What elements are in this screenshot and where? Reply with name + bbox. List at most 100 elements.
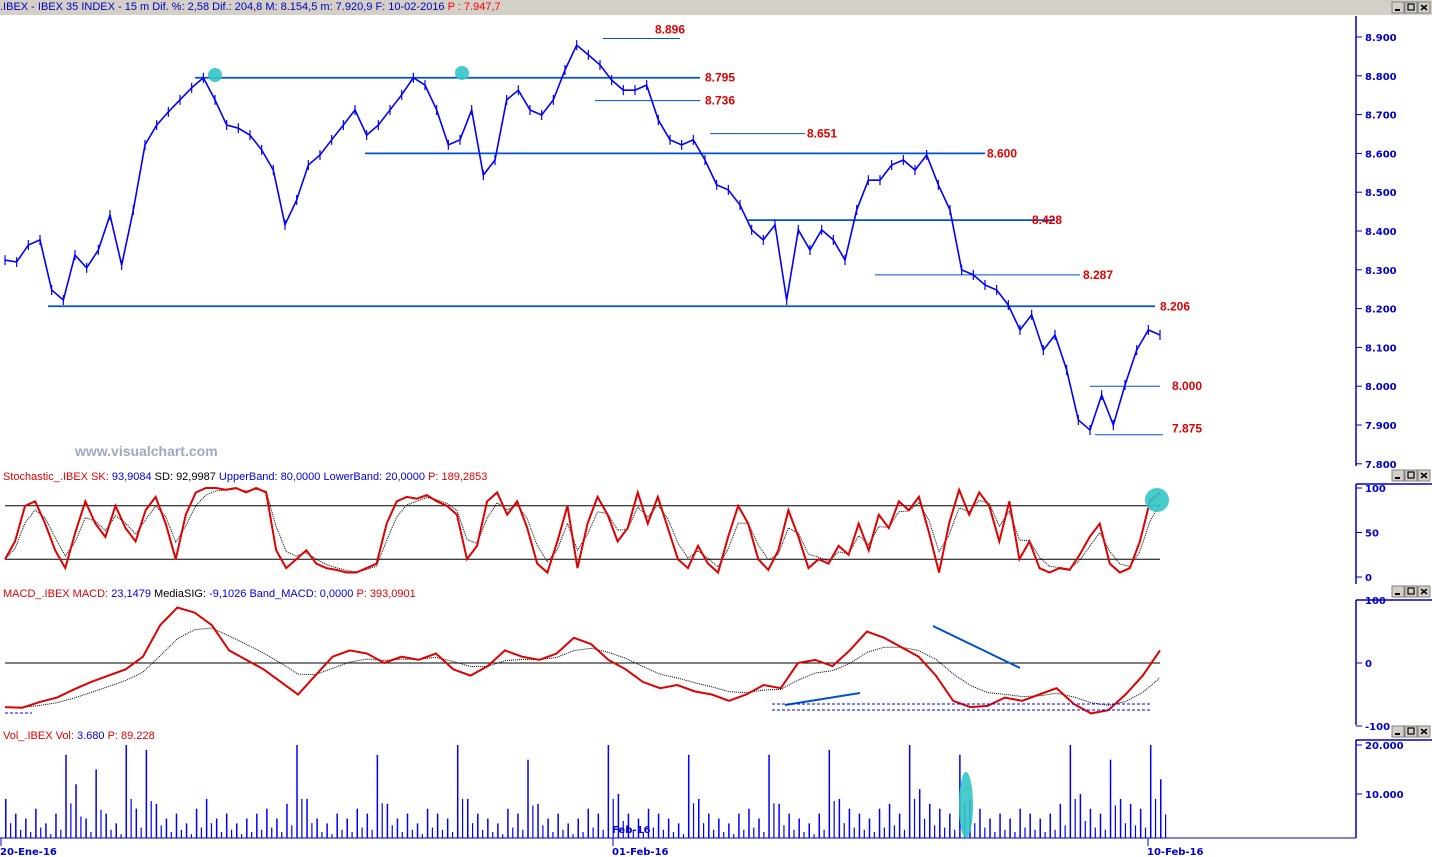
volume-bar	[1124, 823, 1127, 838]
volume-bar	[477, 813, 479, 838]
price-y-tick-label: 8.700	[1365, 111, 1397, 122]
volume-bar	[25, 818, 27, 838]
macd-maximize-button[interactable]	[1404, 585, 1418, 598]
volume-bar	[256, 813, 258, 838]
volume-bar	[1104, 829, 1106, 838]
stochastic-minimize-button[interactable]	[1391, 469, 1405, 482]
volume-bar	[456, 745, 459, 838]
volume-bar	[944, 827, 946, 838]
price-minimize-button[interactable]	[1391, 1, 1405, 14]
price-maximize-button[interactable]	[1404, 1, 1418, 14]
volume-bar	[913, 798, 916, 838]
maximize-icon	[1407, 3, 1415, 11]
macd-y-tick-label: 0	[1365, 659, 1372, 670]
highlight-circle	[1145, 488, 1169, 512]
stochastic-maximize-button[interactable]	[1404, 469, 1418, 482]
volume-y-tick-label: 10.000	[1365, 790, 1404, 801]
price-value: P : 7.947,7	[447, 1, 501, 13]
volume-bar	[431, 827, 434, 838]
volume-bar	[416, 823, 419, 838]
volume-bar	[537, 803, 539, 838]
volume-bar	[1059, 803, 1062, 838]
volume-bar	[1069, 745, 1072, 838]
volume-bar	[95, 769, 97, 838]
symbol-label: .IBEX - IBEX 35 INDEX - 15 m	[0, 1, 150, 13]
volume-bar	[1114, 805, 1116, 838]
volume-bar	[205, 798, 208, 838]
volume-legend: Vol_.IBEX Vol: 3.680 P: 89.228	[3, 730, 155, 742]
volume-bar	[728, 823, 730, 838]
volume-bar	[763, 831, 765, 838]
macd-signal-line	[4, 627, 1161, 708]
volume-bar	[1024, 827, 1026, 838]
volume-bar	[185, 823, 188, 838]
volume-bar	[989, 818, 991, 838]
volume-bar	[321, 831, 323, 838]
stochastic-y-tick-label: 50	[1365, 529, 1379, 540]
level-label: 8.736	[705, 94, 735, 108]
volume-bar	[326, 823, 328, 838]
max-value: M: 8.154,5	[265, 1, 318, 13]
macd-minimize-button[interactable]	[1391, 585, 1405, 598]
macd-line	[4, 606, 1161, 715]
watermark: www.visualchart.com	[74, 443, 218, 459]
volume-bar	[682, 834, 685, 838]
volume-bar	[1019, 808, 1021, 838]
volume-bar	[612, 798, 614, 838]
price-y-tick-label: 8.900	[1365, 33, 1397, 44]
volume-bar	[572, 834, 574, 838]
volume-bar	[246, 818, 248, 838]
volume-bar	[346, 818, 348, 838]
volume-bar	[843, 823, 845, 838]
level-label: 8.651	[807, 127, 837, 141]
volume-bar	[20, 829, 22, 838]
volume-bar	[642, 831, 644, 838]
volume-bar	[778, 803, 780, 838]
volume-bar	[411, 829, 413, 838]
volume-bar	[1089, 808, 1092, 838]
close-icon	[1420, 588, 1428, 595]
volume-bar	[652, 827, 654, 838]
volume-bar	[110, 829, 112, 838]
macd-signal-value: -9,1026	[209, 588, 246, 600]
volume-bar	[80, 816, 82, 838]
volume-bar	[446, 818, 449, 838]
volume-maximize-button[interactable]	[1404, 725, 1418, 738]
volume-bar	[351, 831, 353, 838]
volume-bar	[140, 827, 142, 838]
volume-bar	[833, 801, 835, 838]
volume-bar	[165, 818, 168, 838]
volume-bar	[376, 754, 379, 838]
volume-bar	[1094, 827, 1096, 838]
volume-bar	[401, 831, 403, 838]
volume-bar	[923, 818, 926, 838]
volume-bar	[798, 818, 800, 838]
volume-bar	[687, 754, 690, 838]
volume-bar	[301, 798, 303, 838]
x-tick-label: 20-Ene-16	[0, 847, 57, 857]
volume-bar	[180, 829, 182, 838]
x-tick-label: 10-Feb-16	[1147, 847, 1204, 857]
volume-bar	[713, 829, 715, 838]
volume-bar	[1029, 813, 1031, 838]
volume-bar	[155, 803, 158, 838]
volume-bar	[467, 798, 469, 838]
volume-bar	[632, 829, 634, 838]
highlight-ellipse	[959, 772, 973, 838]
volume-bar	[40, 827, 42, 838]
volume-bar	[647, 808, 650, 838]
volume-bar	[386, 803, 389, 838]
volume-bar	[266, 808, 268, 838]
maximize-icon	[1407, 727, 1415, 735]
volume-minimize-button[interactable]	[1391, 725, 1405, 738]
chart-title-bar: .IBEX - IBEX 35 INDEX - 15 m Dif. %: 2,5…	[0, 0, 1432, 15]
volume-bar	[873, 831, 875, 838]
volume-bar	[281, 831, 283, 838]
volume-bar	[1099, 813, 1102, 838]
macd-signal-name: MediaSIG:	[154, 588, 206, 600]
volume-bar	[502, 834, 504, 838]
volume-bar	[863, 829, 865, 838]
volume-bar	[738, 813, 740, 838]
volume-bar	[813, 834, 815, 838]
